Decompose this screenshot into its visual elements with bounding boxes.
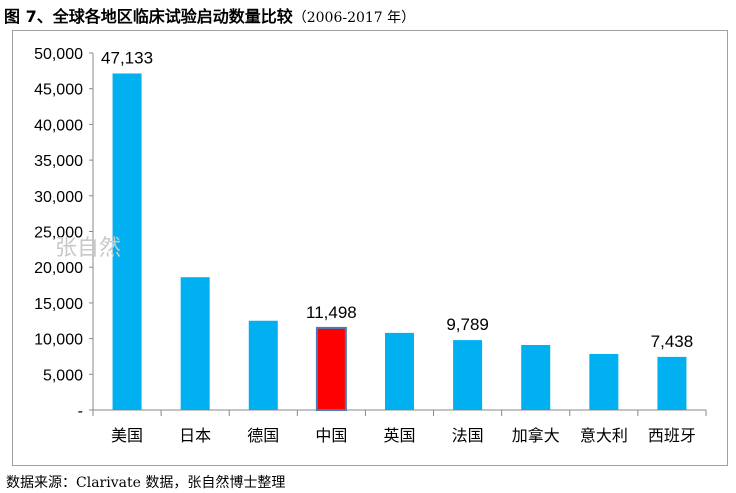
y-tick-label: 10,000 [34,332,83,349]
x-tick-label: 德国 [247,426,279,445]
y-tick-label: 5,000 [43,367,83,384]
y-tick-label: - [78,403,83,420]
bar-7 [589,353,619,410]
data-label: 7,438 [651,332,694,351]
bar-4 [385,332,414,410]
y-tick-label: 20,000 [34,260,83,277]
x-tick-label: 意大利 [580,426,628,445]
y-tick-label: 30,000 [34,189,83,206]
source-note: 数据来源：Clarivate 数据，张自然博士整理 [6,475,286,491]
bar-0 [112,73,142,410]
data-label: 11,498 [306,303,357,322]
bar-8 [657,356,687,410]
x-tick-label: 中国 [315,426,347,445]
y-tick-label: 15,000 [34,296,83,313]
x-tick-label: 西班牙 [648,426,696,445]
x-tick-label: 法国 [452,426,484,445]
y-tick-label: 25,000 [34,225,83,242]
chart-frame [12,30,728,466]
bar-3 [315,326,347,411]
y-tick-label: 35,000 [34,153,83,170]
chart-title: 图 7、全球各地区临床试验启动数量比较（2006-2017 年） [4,7,416,26]
bar-5 [453,340,483,410]
y-tick-label: 40,000 [34,117,83,134]
x-tick-label: 加拿大 [512,426,560,445]
watermark: 张自然 [55,236,122,261]
y-tick-label: 45,000 [34,82,83,99]
x-tick-label: 日本 [179,426,211,445]
x-tick-label: 美国 [111,426,143,445]
bar-6 [521,345,551,410]
data-label: 9,789 [446,315,489,334]
bar-2 [248,320,278,410]
bar-1 [180,277,210,410]
y-tick-label: 50,000 [34,46,83,63]
data-label: 47,133 [101,48,153,67]
x-tick-label: 英国 [383,426,415,445]
